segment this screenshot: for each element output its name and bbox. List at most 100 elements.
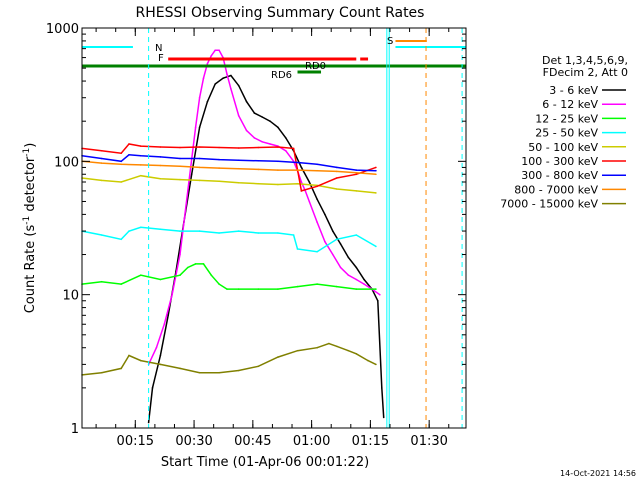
data-point <box>296 182 299 185</box>
annotation-label-f: F <box>158 53 164 64</box>
data-point <box>237 159 240 161</box>
data-point <box>167 314 169 317</box>
data-point <box>355 190 358 192</box>
legend-label: 100 - 300 keV <box>521 155 598 168</box>
data-point <box>226 288 228 290</box>
y-tick-label: 100 <box>54 155 79 170</box>
data-point <box>202 263 205 265</box>
legend-title-line: FDecim 2, Att 0 <box>543 66 628 79</box>
plot-area: NF S RD0 RD6 <box>81 28 466 428</box>
data-point <box>285 150 287 152</box>
data-point <box>140 164 142 166</box>
data-point <box>198 166 201 169</box>
data-point <box>120 367 122 370</box>
data-point <box>179 253 181 256</box>
y-tick-label: 10 <box>62 289 79 304</box>
data-point <box>206 100 209 103</box>
data-point <box>375 169 377 172</box>
data-point <box>375 192 377 194</box>
annotation-label-rd0: RD0 <box>305 61 326 72</box>
data-point <box>179 230 181 232</box>
data-point <box>335 345 338 348</box>
data-point <box>159 156 162 158</box>
data-point <box>226 73 228 75</box>
legend: Det 1,3,4,5,6,9,FDecim 2, Att 0 3 - 6 keV… <box>500 54 628 211</box>
data-point <box>355 353 358 355</box>
data-point <box>198 126 201 129</box>
data-point <box>328 342 330 345</box>
data-point <box>237 230 240 232</box>
data-point <box>237 369 240 372</box>
data-point <box>335 177 338 179</box>
data-point <box>277 288 279 290</box>
data-point <box>296 161 299 164</box>
data-point <box>159 363 162 366</box>
data-point <box>316 169 318 172</box>
data-point <box>214 83 216 85</box>
data-point <box>277 126 279 129</box>
data-point <box>140 145 142 147</box>
data-point <box>120 160 122 163</box>
data-point <box>245 129 248 132</box>
data-point <box>335 188 338 190</box>
x-tick-label: 00:45 <box>234 434 271 449</box>
data-point <box>230 74 232 77</box>
data-point <box>257 232 260 234</box>
data-point <box>277 160 279 163</box>
data-point <box>316 346 318 349</box>
data-point <box>316 250 318 253</box>
y-tick-label: 1000 <box>46 22 79 37</box>
data-point <box>140 226 142 229</box>
data-point <box>210 274 213 277</box>
data-point <box>100 280 103 283</box>
data-point <box>296 285 299 288</box>
data-point <box>375 363 377 366</box>
data-point <box>140 174 142 177</box>
data-point <box>237 114 240 117</box>
data-point <box>100 179 103 182</box>
data-point <box>316 283 318 285</box>
data-point <box>324 213 326 216</box>
data-point <box>218 158 220 161</box>
legend-label: 800 - 7000 keV <box>514 183 598 196</box>
data-point <box>198 146 201 148</box>
data-point <box>257 288 260 290</box>
data-point <box>261 116 264 118</box>
data-point <box>382 416 385 419</box>
data-point <box>355 234 358 236</box>
data-point <box>120 283 122 285</box>
data-point <box>335 166 338 169</box>
data-point <box>296 248 299 250</box>
data-point <box>140 155 142 157</box>
data-point <box>218 49 220 52</box>
data-point <box>300 166 303 169</box>
annotation-label-rd6: RD6 <box>271 70 292 81</box>
legend-label: 7000 - 15000 keV <box>500 198 598 211</box>
data-point <box>159 278 162 281</box>
data-point <box>218 146 220 149</box>
annotation-label-n: N <box>155 43 162 54</box>
data-point <box>237 288 240 290</box>
series-line-3 <box>81 263 376 290</box>
data-point <box>198 96 201 99</box>
data-point <box>375 288 377 290</box>
chart-title: RHESSI Observing Summary Count Rates <box>136 5 425 21</box>
data-point <box>120 181 122 183</box>
data-point <box>198 371 201 374</box>
data-point <box>237 182 240 184</box>
data-point <box>245 100 248 103</box>
data-point <box>230 88 232 90</box>
data-point <box>277 232 279 234</box>
data-point <box>179 157 181 160</box>
data-point <box>316 185 318 188</box>
data-point <box>339 266 342 269</box>
data-point <box>308 181 311 183</box>
series-line-8 <box>81 160 376 176</box>
data-point <box>159 228 162 230</box>
data-point <box>120 163 122 166</box>
data-point <box>277 169 279 171</box>
data-point <box>347 256 350 259</box>
data-point <box>355 278 358 281</box>
axes: 1 10 100 1000 00:15 00:30 00:45 01:00 01:15 01:30 <box>46 22 467 449</box>
data-point <box>285 137 287 139</box>
